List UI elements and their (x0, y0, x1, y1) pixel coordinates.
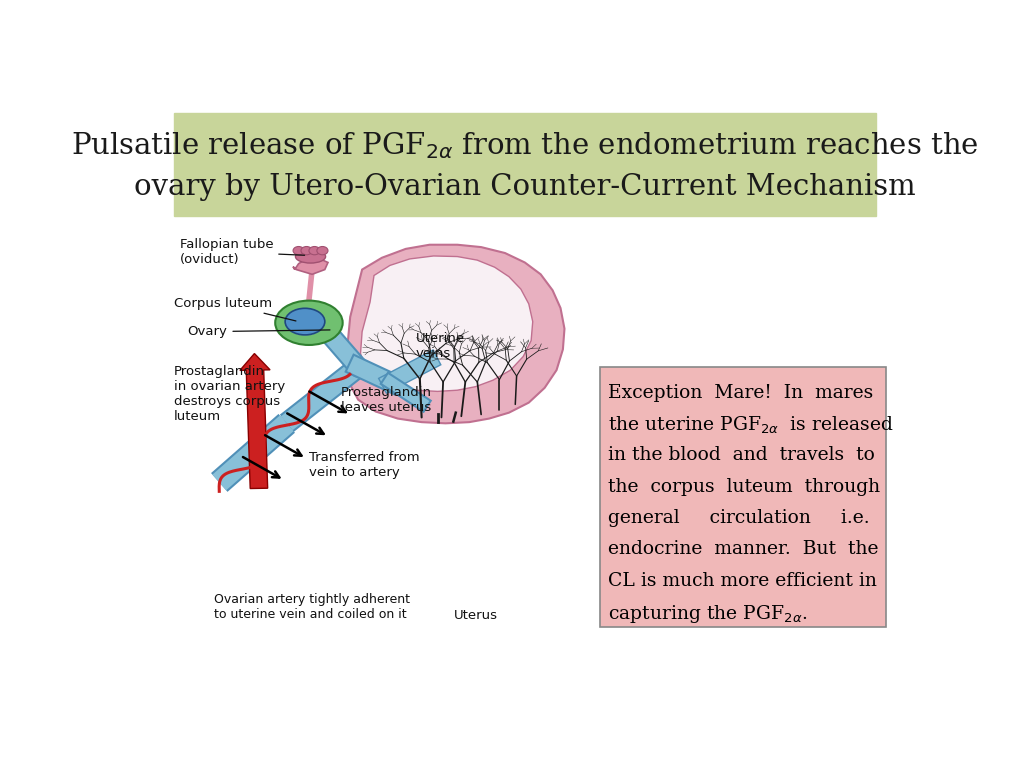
Text: Ovary: Ovary (187, 325, 330, 338)
Text: Fallopian tube
(oviduct): Fallopian tube (oviduct) (179, 238, 304, 266)
Polygon shape (346, 245, 564, 423)
Text: Uterine
veins: Uterine veins (416, 333, 465, 360)
FancyBboxPatch shape (600, 367, 886, 627)
FancyBboxPatch shape (174, 113, 877, 217)
Text: ovary by Utero-Ovarian Counter-Current Mechanism: ovary by Utero-Ovarian Counter-Current M… (134, 174, 916, 201)
Text: Prostaglandin
leaves uterus: Prostaglandin leaves uterus (341, 386, 432, 414)
Ellipse shape (286, 310, 324, 335)
Text: Pulsatile release of PGF$_{2\alpha}$ from the endometrium reaches the: Pulsatile release of PGF$_{2\alpha}$ fro… (72, 131, 979, 161)
Text: Prostaglandin
in ovarian artery
destroys corpus
luteum: Prostaglandin in ovarian artery destroys… (174, 365, 286, 422)
Ellipse shape (285, 308, 325, 335)
Text: Transferred from
vein to artery: Transferred from vein to artery (309, 451, 420, 478)
Ellipse shape (275, 300, 343, 345)
Text: in the blood  and  travels  to: in the blood and travels to (608, 446, 874, 465)
Text: Uterus: Uterus (454, 609, 498, 622)
Text: Exception  Mare!  In  mares: Exception Mare! In mares (608, 384, 873, 402)
Ellipse shape (296, 250, 326, 263)
Circle shape (309, 247, 321, 255)
Text: Ovarian artery tightly adherent
to uterine vein and coiled on it: Ovarian artery tightly adherent to uteri… (214, 593, 410, 621)
Text: the  corpus  luteum  through: the corpus luteum through (608, 478, 881, 495)
FancyArrow shape (240, 353, 270, 488)
Text: general     circulation     i.e.: general circulation i.e. (608, 509, 869, 527)
Text: endocrine  manner.  But  the: endocrine manner. But the (608, 541, 879, 558)
Text: capturing the PGF$_{2\alpha}$.: capturing the PGF$_{2\alpha}$. (608, 603, 808, 625)
Polygon shape (293, 259, 328, 274)
Text: CL is much more efficient in: CL is much more efficient in (608, 571, 877, 590)
Circle shape (316, 247, 328, 255)
Circle shape (293, 247, 304, 255)
Text: the uterine PGF$_{2\alpha}$  is released: the uterine PGF$_{2\alpha}$ is released (608, 415, 894, 436)
Text: Corpus luteum: Corpus luteum (174, 296, 296, 321)
Polygon shape (360, 256, 532, 392)
Circle shape (301, 247, 312, 255)
